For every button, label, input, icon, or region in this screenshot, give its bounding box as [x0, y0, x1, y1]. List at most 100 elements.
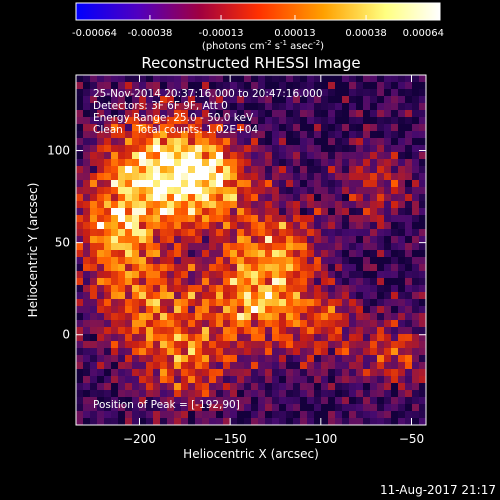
- heatmap-cell: [216, 320, 224, 328]
- heatmap-cell: [384, 187, 392, 195]
- heatmap-cell: [118, 250, 126, 258]
- heatmap-cell: [104, 173, 112, 181]
- heatmap-cell: [230, 313, 238, 321]
- heatmap-cell: [223, 138, 231, 146]
- heatmap-cell: [111, 152, 119, 160]
- heatmap-cell: [258, 117, 266, 125]
- heatmap-cell: [188, 124, 196, 132]
- heatmap-cell: [363, 348, 371, 356]
- heatmap-cell: [258, 152, 266, 160]
- heatmap-cell: [97, 306, 105, 314]
- heatmap-cell: [202, 362, 210, 370]
- heatmap-cell: [125, 397, 133, 405]
- heatmap-cell: [160, 82, 168, 90]
- heatmap-cell: [258, 215, 266, 223]
- heatmap-cell: [181, 369, 189, 377]
- heatmap-cell: [321, 201, 329, 209]
- heatmap-cell: [167, 243, 175, 251]
- heatmap-cell: [90, 89, 98, 97]
- heatmap-cell: [384, 418, 392, 425]
- heatmap-cell: [307, 397, 315, 405]
- heatmap-cell: [139, 362, 147, 370]
- heatmap-cell: [230, 159, 238, 167]
- heatmap-cell: [90, 271, 98, 279]
- heatmap-cell: [258, 355, 266, 363]
- heatmap-cell: [377, 418, 385, 425]
- heatmap-cell: [209, 194, 217, 202]
- heatmap-cell: [244, 278, 252, 286]
- heatmap-cell: [216, 236, 224, 244]
- heatmap-cell: [419, 89, 426, 97]
- y-tick-label: 0: [62, 328, 70, 342]
- heatmap-cell: [265, 320, 273, 328]
- heatmap-cell: [146, 89, 154, 97]
- heatmap-cell: [251, 383, 259, 391]
- heatmap-cell: [272, 334, 280, 342]
- heatmap-cell: [104, 306, 112, 314]
- heatmap-cell: [202, 341, 210, 349]
- heatmap-cell: [342, 341, 350, 349]
- heatmap-cell: [139, 376, 147, 384]
- heatmap-cell: [125, 369, 133, 377]
- heatmap-cell: [188, 404, 196, 412]
- heatmap-cell: [160, 96, 168, 104]
- heatmap-cell: [349, 397, 357, 405]
- heatmap-cell: [405, 166, 413, 174]
- heatmap-cell: [230, 117, 238, 125]
- heatmap-cell: [132, 376, 140, 384]
- heatmap-cell: [300, 397, 308, 405]
- heatmap-cell: [118, 89, 126, 97]
- heatmap-cell: [363, 159, 371, 167]
- heatmap-cell: [237, 75, 245, 83]
- heatmap-cell: [181, 96, 189, 104]
- heatmap-cell: [118, 215, 126, 223]
- heatmap-cell: [272, 75, 280, 83]
- heatmap-cell: [349, 257, 357, 265]
- heatmap-cell: [174, 390, 182, 398]
- heatmap-cell: [244, 257, 252, 265]
- heatmap-cell: [244, 390, 252, 398]
- heatmap-cell: [160, 152, 168, 160]
- heatmap-cell: [258, 194, 266, 202]
- heatmap-cell: [258, 418, 266, 425]
- heatmap-cell: [209, 390, 217, 398]
- heatmap-cell: [230, 173, 238, 181]
- heatmap-cell: [90, 145, 98, 153]
- heatmap-cell: [153, 250, 161, 258]
- heatmap-cell: [139, 103, 147, 111]
- heatmap-cell: [377, 110, 385, 118]
- heatmap-cell: [160, 145, 168, 153]
- heatmap-cell: [97, 173, 105, 181]
- heatmap-cell: [412, 390, 420, 398]
- heatmap-cell: [391, 376, 399, 384]
- heatmap-cell: [279, 313, 287, 321]
- heatmap-cell: [76, 404, 84, 412]
- heatmap-cell: [244, 341, 252, 349]
- heatmap-cell: [244, 180, 252, 188]
- heatmap-cell: [412, 411, 420, 419]
- heatmap-cell: [167, 292, 175, 300]
- heatmap-cell: [83, 103, 91, 111]
- heatmap-cell: [167, 173, 175, 181]
- heatmap-cell: [83, 229, 91, 237]
- heatmap-cell: [188, 208, 196, 216]
- heatmap-cell: [153, 362, 161, 370]
- heatmap-cell: [139, 411, 147, 419]
- heatmap-cell: [272, 264, 280, 272]
- heatmap-cell: [405, 362, 413, 370]
- heatmap-cell: [279, 131, 287, 139]
- heatmap-cell: [223, 180, 231, 188]
- heatmap-cell: [97, 278, 105, 286]
- heatmap-cell: [412, 243, 420, 251]
- heatmap-cell: [363, 404, 371, 412]
- heatmap-cell: [349, 369, 357, 377]
- heatmap-cell: [349, 236, 357, 244]
- heatmap-cell: [349, 306, 357, 314]
- heatmap-cell: [146, 320, 154, 328]
- heatmap-cell: [398, 173, 406, 181]
- heatmap-cell: [265, 229, 273, 237]
- heatmap-cell: [209, 320, 217, 328]
- heatmap-cell: [272, 390, 280, 398]
- heatmap-cell: [300, 355, 308, 363]
- heatmap-cell: [286, 306, 294, 314]
